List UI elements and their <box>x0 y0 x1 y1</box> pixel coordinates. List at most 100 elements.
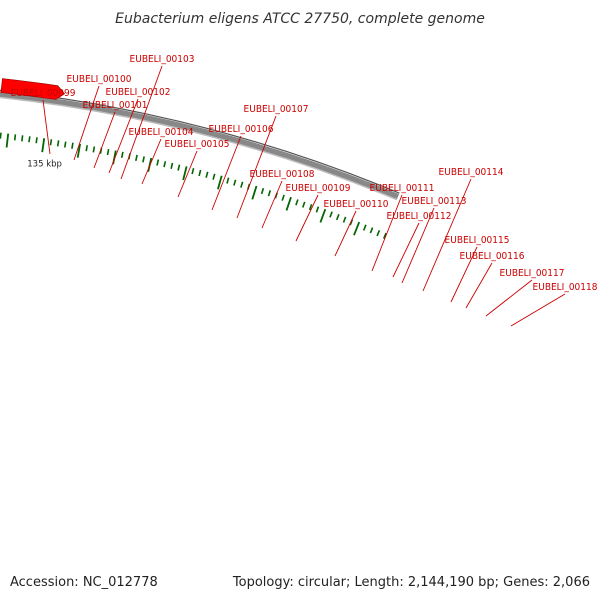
label-leader-line <box>236 115 277 219</box>
gene-label: EUBELI_00110 <box>324 199 389 210</box>
minor-tick <box>120 151 124 158</box>
label-leader-line <box>211 135 242 211</box>
minor-tick <box>240 181 244 188</box>
gene-label: EUBELI_00113 <box>402 196 467 207</box>
minor-tick <box>35 137 38 144</box>
major-tick <box>5 133 10 148</box>
label-leader-line <box>261 180 283 229</box>
gene-label: EUBELI_00106 <box>209 124 274 135</box>
minor-tick <box>106 148 110 156</box>
minor-tick <box>198 169 202 177</box>
label-leader-line <box>485 279 533 317</box>
gene-label: EUBELI_00107 <box>244 104 309 115</box>
minor-tick <box>281 194 285 201</box>
minor-tick <box>315 206 320 213</box>
cds-track <box>0 78 66 100</box>
major-tick <box>285 196 292 211</box>
gene-label: EUBELI_00109 <box>286 183 351 194</box>
label-leader-line <box>392 222 420 278</box>
minor-tick <box>233 179 237 186</box>
gene-label: EUBELI_00112 <box>387 211 452 222</box>
minor-tick <box>267 190 272 197</box>
minor-tick <box>156 159 160 166</box>
gene-label: EUBELI_00104 <box>129 127 194 138</box>
minor-tick <box>212 173 216 180</box>
minor-tick <box>28 136 31 143</box>
minor-tick <box>85 145 88 152</box>
minor-tick <box>342 216 347 223</box>
minor-tick <box>191 167 195 175</box>
label-leader-line <box>93 111 116 169</box>
gene-label: EUBELI_00114 <box>439 167 504 178</box>
gene-labels: EUBELI_00099 EUBELI_00100 EUBELI_00101 EUBE… <box>11 54 598 293</box>
gene-label: EUBELI_00115 <box>445 235 510 246</box>
minor-tick <box>369 227 374 234</box>
label-leader-line <box>465 262 493 309</box>
minor-tick <box>170 162 174 169</box>
minor-tick <box>329 211 333 218</box>
minor-tick <box>13 134 17 141</box>
minor-tick <box>142 156 145 163</box>
minor-tick <box>295 199 299 206</box>
minor-tick <box>362 224 367 231</box>
minor-tick <box>49 139 53 146</box>
minor-tick <box>205 171 209 178</box>
gene-label: EUBELI_00117 <box>500 268 565 279</box>
minor-tick <box>177 164 181 171</box>
label-leader-line <box>334 210 357 257</box>
minor-tick <box>335 214 340 221</box>
gene-label: EUBELI_00116 <box>460 251 525 262</box>
major-tick <box>251 185 258 200</box>
major-tick <box>76 143 81 158</box>
label-leader-line <box>450 246 478 303</box>
backbone-outline <box>0 89 400 194</box>
minor-tick <box>302 201 306 208</box>
major-tick <box>353 221 361 236</box>
cds-arrow <box>0 78 66 100</box>
minor-tick <box>135 154 138 161</box>
gene-label: EUBELI_00108 <box>250 169 315 180</box>
label-leader-line <box>401 207 435 284</box>
minor-tick <box>260 187 265 195</box>
map-title: Eubacterium eligens ATCC 27750, complete… <box>115 11 485 27</box>
gene-label: EUBELI_00099 <box>11 88 76 99</box>
label-leader-line <box>510 293 566 327</box>
accession-text: Accession: NC_012778 <box>10 575 158 590</box>
gene-label: EUBELI_00100 <box>67 74 132 85</box>
minor-tick <box>56 140 60 147</box>
gene-label: EUBELI_00111 <box>370 183 435 194</box>
label-leader-line <box>108 98 139 174</box>
scale-label: 135 kbp <box>27 160 62 170</box>
minor-tick <box>308 204 313 211</box>
backbone-layer <box>0 89 400 201</box>
label-leader-line <box>73 85 100 161</box>
label-leader-line <box>120 65 163 180</box>
minor-tick <box>163 161 167 168</box>
major-tick <box>319 208 327 223</box>
minor-tick <box>21 135 24 142</box>
backbone-line <box>0 91 400 200</box>
minor-tick <box>71 142 74 149</box>
topology-text: Topology: circular; Length: 2,144,190 bp… <box>232 575 590 590</box>
minor-tick <box>92 146 96 153</box>
backbone-highlight <box>0 96 397 201</box>
gene-label: EUBELI_00101 <box>83 100 148 111</box>
scale-labels: 115 kbp120 kbp125 kbp130 kbp135 kbp <box>27 160 62 170</box>
label-leader-line <box>422 178 472 292</box>
major-tick <box>182 166 188 181</box>
minor-tick <box>382 232 387 239</box>
label-leader-line <box>295 194 319 242</box>
gene-label: EUBELI_00105 <box>165 139 230 150</box>
minor-tick <box>64 141 67 148</box>
major-tick <box>217 175 223 190</box>
major-tick <box>41 138 46 153</box>
label-leader-line <box>42 99 51 155</box>
minor-tick <box>226 177 230 184</box>
scale-ticks <box>0 132 387 239</box>
gene-label: EUBELI_00118 <box>533 282 598 293</box>
label-leader-line <box>141 138 162 185</box>
minor-tick <box>0 132 2 139</box>
label-leader-line <box>371 194 403 272</box>
gene-label: EUBELI_00102 <box>106 87 171 98</box>
